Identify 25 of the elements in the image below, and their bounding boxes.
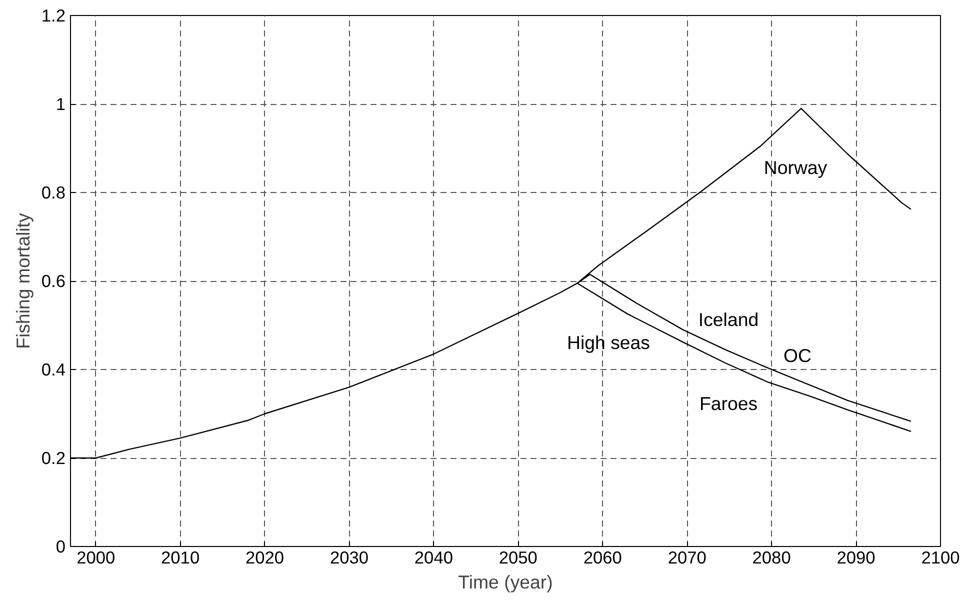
- x-axis-title: Time (year): [458, 572, 553, 592]
- x-tick-label: 2050: [498, 548, 538, 568]
- x-tick-label: 2090: [836, 548, 876, 568]
- annotation: High seas: [567, 332, 650, 353]
- y-tick-label: 0.4: [41, 360, 66, 380]
- x-tick-label: 2070: [668, 548, 706, 568]
- annotation: Faroes: [699, 393, 758, 414]
- x-tick-label: 2000: [76, 548, 116, 568]
- y-axis-title: Fishing mortality: [12, 212, 34, 349]
- annotation: Norway: [764, 157, 828, 178]
- y-tick-label: 0.6: [41, 271, 66, 291]
- x-tick-label: 2060: [583, 548, 622, 568]
- x-tick-label: 2100: [921, 548, 960, 568]
- y-tick-label: 0.8: [41, 182, 66, 202]
- annotation: Iceland: [698, 309, 759, 330]
- y-tick-label: 0.2: [41, 448, 66, 468]
- x-tick-label: 2040: [414, 548, 453, 568]
- x-tick-label: 2080: [752, 548, 791, 568]
- y-tick-label: 1: [56, 94, 66, 114]
- y-tick-label: 0: [56, 536, 66, 556]
- x-tick-label: 2020: [246, 548, 284, 568]
- x-tick-label: 2030: [330, 548, 369, 568]
- annotation: OC: [784, 345, 812, 366]
- y-tick-label: 1.2: [41, 6, 66, 26]
- x-tick-label: 2010: [161, 548, 200, 568]
